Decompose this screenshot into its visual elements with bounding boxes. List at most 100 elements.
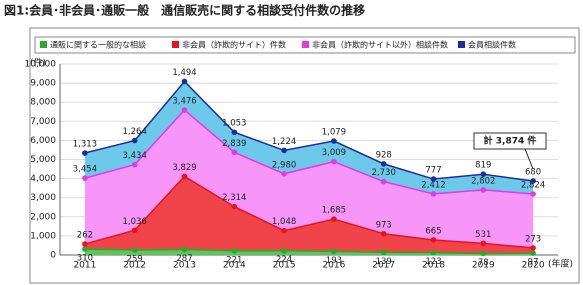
annotation-leader: [524, 148, 534, 170]
value-label: 680: [525, 168, 541, 178]
legend-label: 通販に関する一般的な相談: [50, 40, 146, 50]
marker: [380, 178, 387, 185]
value-label: 973: [376, 220, 392, 230]
value-label: 1,494: [172, 68, 196, 78]
value-label: 777: [425, 166, 441, 176]
legend-swatch: [172, 41, 179, 48]
legend-swatch: [40, 41, 47, 48]
x-tick-label: 2015: [273, 261, 296, 271]
value-label: 3,454: [73, 165, 97, 175]
x-tick-label: 2016: [322, 261, 345, 271]
annotation: 計 3,874 件: [484, 135, 537, 147]
y-tick-label: 0: [50, 251, 56, 261]
marker: [231, 247, 238, 254]
marker: [331, 138, 337, 144]
value-label: 1,079: [322, 128, 346, 138]
legend-label: 非会員（詐欺的サイト）件数: [182, 40, 286, 50]
marker: [530, 178, 536, 184]
area: [84, 109, 534, 248]
line: [84, 80, 534, 182]
value-label: 819: [475, 161, 491, 171]
value-label: 273: [525, 234, 541, 244]
value-label: 310: [77, 254, 93, 264]
value-label: 2,980: [272, 160, 296, 170]
value-label: 1,048: [272, 217, 296, 227]
annotation-box: [473, 132, 547, 150]
value-label: 928: [376, 150, 392, 160]
y-tick-label: 7,000: [30, 117, 56, 127]
marker: [331, 216, 337, 222]
marker: [380, 161, 387, 167]
value-label: 2,730: [372, 168, 396, 178]
value-label: 3,476: [172, 96, 196, 106]
marker: [181, 173, 188, 180]
line: [84, 248, 534, 255]
area: [84, 176, 534, 254]
value-label: 1,053: [222, 119, 246, 129]
value-label: 2,824: [521, 180, 545, 190]
marker: [430, 237, 437, 243]
y-tick-label: 2,000: [30, 212, 56, 222]
x-tick-label: 2017: [372, 261, 395, 271]
value-label: 97: [528, 258, 539, 268]
x-tick-label: 2014: [223, 261, 246, 271]
area: [84, 81, 534, 194]
value-label: 193: [326, 256, 342, 266]
marker: [131, 137, 138, 144]
marker: [430, 191, 437, 197]
marker: [131, 227, 138, 234]
y-tick-label: 9,000: [30, 79, 56, 89]
marker: [82, 175, 88, 181]
legend-swatch: [458, 41, 465, 48]
value-label: 2,314: [222, 193, 246, 203]
marker: [380, 249, 387, 256]
marker: [480, 171, 487, 178]
value-label: 3,434: [123, 151, 147, 161]
marker: [281, 247, 287, 254]
value-label: 1,313: [73, 140, 97, 150]
marker: [281, 227, 287, 234]
y-tick-label: 1,000: [30, 231, 56, 241]
value-label: 3,009: [322, 148, 346, 158]
marker: [480, 240, 487, 247]
y-tick-label: 3,000: [30, 193, 56, 203]
x-axis-label: (年度): [548, 258, 573, 270]
chart-frame: [29, 27, 580, 284]
value-label: 224: [276, 255, 292, 265]
legend-label: 会員相談件数: [468, 40, 516, 50]
y-axis-label: (件): [30, 57, 46, 69]
value-label: 221: [226, 255, 242, 265]
marker: [181, 78, 188, 85]
value-label: 2,802: [471, 176, 495, 186]
marker: [530, 250, 536, 256]
marker: [281, 170, 287, 177]
marker: [131, 247, 138, 253]
legend-frame: [34, 36, 576, 54]
value-label: 665: [425, 226, 441, 236]
value-label: 1,036: [123, 217, 147, 227]
marker: [480, 250, 487, 257]
marker: [181, 107, 188, 113]
value-label: 262: [77, 231, 93, 241]
marker: [430, 176, 437, 182]
y-tick-label: 4,000: [30, 174, 56, 184]
marker: [231, 203, 238, 210]
marker: [231, 129, 238, 136]
marker: [331, 158, 337, 165]
value-label: 287: [176, 254, 192, 264]
value-label: 78: [478, 258, 489, 268]
legend-label: 非会員（詐欺的サイト以外）相談件数: [312, 40, 448, 50]
x-tick-label: 2018: [422, 261, 445, 271]
marker: [82, 241, 88, 247]
marker: [530, 245, 536, 251]
value-label: 1,224: [272, 137, 296, 147]
x-tick-label: 2012: [123, 261, 146, 271]
x-tick-label: 2013: [173, 261, 196, 271]
chart-title: 図1:会員･非会員･通販一般 通信販売に関する相談受付件数の推移: [4, 3, 365, 18]
value-label: 2,412: [421, 180, 445, 190]
legend-swatch: [302, 41, 309, 48]
x-tick-label: 2020: [522, 261, 545, 271]
line: [84, 108, 534, 195]
x-tick-label: 2011: [73, 261, 96, 271]
